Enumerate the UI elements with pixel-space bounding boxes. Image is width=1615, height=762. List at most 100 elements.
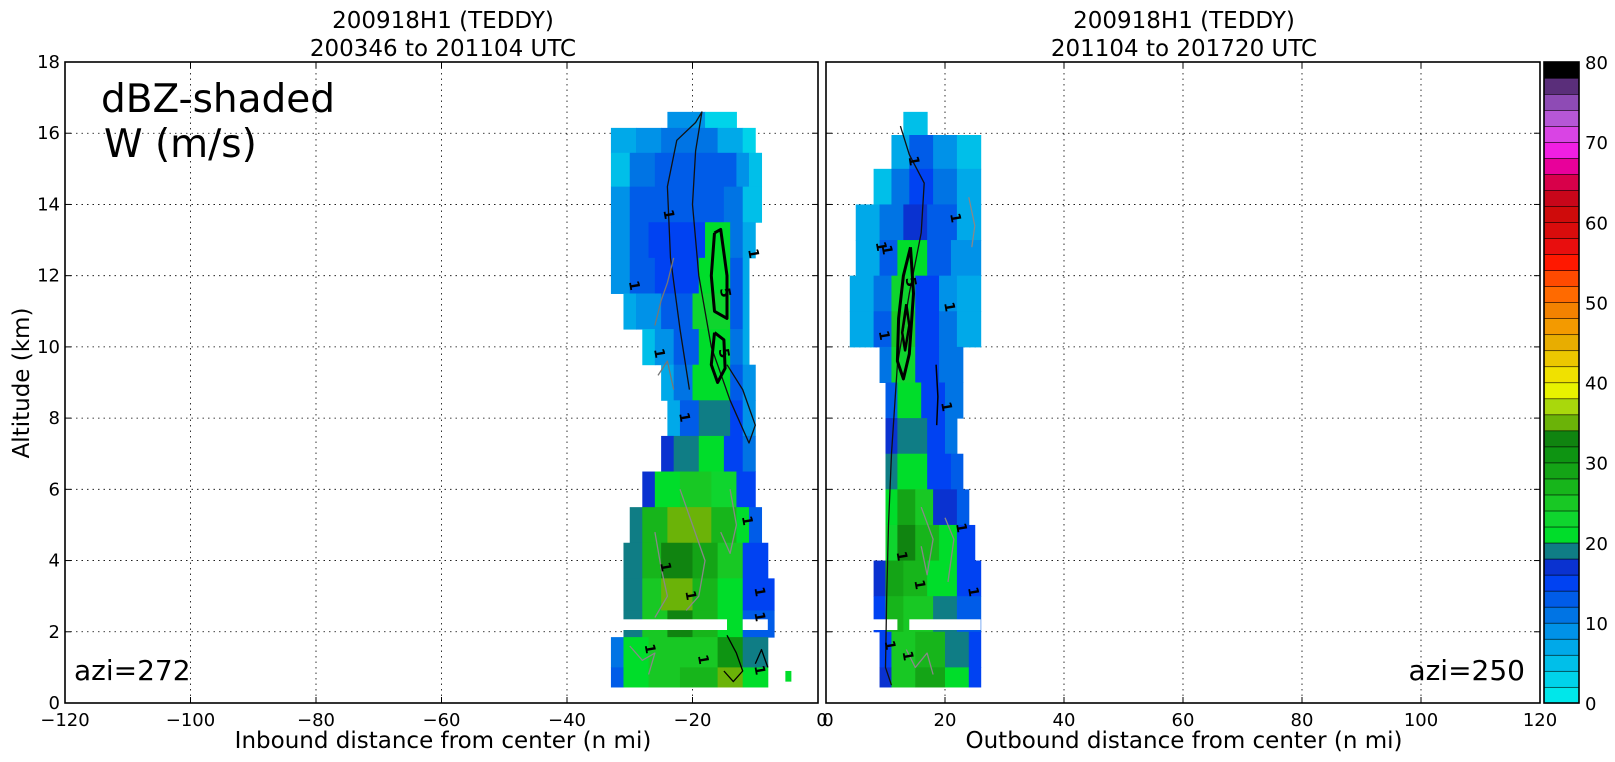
reflectivity-cell bbox=[927, 240, 952, 277]
reflectivity-cell bbox=[730, 329, 744, 366]
reflectivity-cell bbox=[849, 311, 875, 348]
reflectivity-cell bbox=[873, 275, 892, 312]
w-contour bbox=[654, 531, 669, 618]
reflectivity-cell bbox=[915, 524, 940, 562]
x-tick-label: −20 bbox=[674, 710, 712, 731]
reflectivity-cell bbox=[897, 418, 928, 455]
reflectivity-cell bbox=[642, 507, 668, 544]
colorbar-swatch bbox=[1543, 125, 1580, 143]
x-tick-label: 40 bbox=[1053, 710, 1076, 731]
reflectivity-cell bbox=[945, 667, 970, 688]
reflectivity-cell bbox=[885, 560, 904, 597]
reflectivity-cell bbox=[873, 311, 892, 348]
colorbar-swatch bbox=[1543, 494, 1580, 512]
reflectivity-cell bbox=[717, 542, 744, 579]
w-contour bbox=[920, 506, 934, 576]
colorbar-swatch bbox=[1543, 286, 1580, 303]
w-contour-label: 1 bbox=[946, 212, 963, 224]
reflectivity-cell bbox=[915, 667, 946, 688]
reflectivity-cell bbox=[891, 631, 916, 668]
reflectivity-cell bbox=[692, 293, 731, 330]
reflectivity-cell bbox=[679, 471, 712, 508]
left-annotation-sub: W (m/s) bbox=[104, 122, 257, 167]
reflectivity-cell bbox=[654, 471, 681, 508]
reflectivity-cell bbox=[629, 152, 656, 188]
w-contour-label: 1 bbox=[937, 401, 954, 413]
right-azimuth-label: azi=250 bbox=[1408, 654, 1525, 687]
w-contour-label: 1 bbox=[881, 639, 898, 651]
reflectivity-cell bbox=[654, 257, 700, 294]
colorbar-swatch bbox=[1543, 61, 1580, 79]
colorbar-tick-label: 80 bbox=[1585, 53, 1608, 74]
reflectivity-cell bbox=[855, 204, 881, 241]
left-y-ticks: 0 2 4 6 8 10 12 14 16 18 bbox=[37, 52, 60, 714]
reflectivity-cell bbox=[673, 435, 700, 473]
left-x-axis-label: Inbound distance from center (n mi) bbox=[235, 728, 652, 754]
reflectivity-cell bbox=[933, 135, 958, 170]
x-tick-label: 120 bbox=[1523, 710, 1557, 731]
reflectivity-cell bbox=[636, 293, 662, 330]
reflectivity-cell bbox=[610, 186, 631, 223]
reflectivity-cell bbox=[927, 204, 958, 241]
reflectivity-cell bbox=[742, 127, 756, 154]
colorbar-swatch bbox=[1543, 141, 1580, 159]
colorbar: 0 10 20 30 40 50 60 70 80 bbox=[1543, 53, 1608, 715]
reflectivity-cell bbox=[939, 311, 958, 348]
reflectivity-cell bbox=[623, 667, 650, 688]
colorbar-swatch bbox=[1543, 189, 1580, 207]
left-subtitle: 200346 to 201104 UTC bbox=[310, 36, 576, 62]
colorbar-tick-label: 70 bbox=[1585, 133, 1608, 154]
reflectivity-cell bbox=[915, 311, 940, 348]
data-gap bbox=[617, 619, 728, 630]
y-tick-label: 2 bbox=[49, 622, 60, 643]
w-contour-label: 1 bbox=[744, 247, 761, 259]
w-contour bbox=[666, 111, 756, 444]
reflectivity-cell bbox=[673, 329, 700, 366]
reflectivity-cell bbox=[903, 204, 928, 241]
w-contour-label: 1 bbox=[656, 561, 673, 573]
x-tick-label: 0 bbox=[816, 710, 827, 731]
reflectivity-cell bbox=[610, 637, 624, 668]
x-tick-label: −40 bbox=[548, 710, 586, 731]
colorbar-swatch bbox=[1543, 654, 1580, 672]
y-tick-label: 18 bbox=[37, 52, 60, 73]
w-contour-label: 1 bbox=[750, 611, 767, 623]
reflectivity-cell bbox=[915, 275, 940, 312]
left-title: 200918H1 (TEDDY) bbox=[332, 8, 554, 34]
colorbar-swatch bbox=[1543, 237, 1580, 255]
reflectivity-cell bbox=[956, 275, 982, 312]
reflectivity-cell bbox=[742, 329, 750, 366]
reflectivity-cell bbox=[897, 453, 928, 490]
reflectivity-cell bbox=[648, 667, 681, 688]
reflectivity-cell bbox=[742, 435, 756, 473]
w-contour-label: 1 bbox=[641, 643, 658, 655]
data-gap bbox=[909, 619, 981, 630]
w-contour bbox=[905, 649, 934, 675]
w-contour-label: 5 bbox=[715, 347, 732, 359]
reflectivity-cell bbox=[679, 667, 719, 688]
right-x-axis-label: Outbound distance from center (n mi) bbox=[966, 728, 1403, 754]
colorbar-swatch bbox=[1543, 221, 1580, 239]
reflectivity-cell bbox=[730, 222, 744, 259]
reflectivity-cell bbox=[736, 152, 750, 188]
reflectivity-cell bbox=[610, 257, 631, 294]
colorbar-swatch bbox=[1543, 334, 1580, 352]
colorbar-swatch bbox=[1543, 109, 1580, 127]
w-contour-label: 5 bbox=[902, 276, 919, 288]
reflectivity-cell bbox=[915, 489, 934, 526]
colorbar-swatch bbox=[1543, 173, 1580, 191]
reflectivity-cell bbox=[654, 329, 675, 366]
y-tick-label: 8 bbox=[49, 408, 60, 429]
reflectivity-cell bbox=[927, 560, 958, 597]
reflectivity-cell bbox=[909, 168, 934, 205]
reflectivity-cell bbox=[742, 257, 750, 294]
reflectivity-cell bbox=[879, 346, 892, 383]
reflectivity-cell bbox=[629, 222, 650, 259]
colorbar-swatch bbox=[1543, 670, 1580, 688]
reflectivity-cell bbox=[723, 186, 744, 223]
w-contour bbox=[709, 227, 729, 320]
reflectivity-cell bbox=[956, 489, 970, 526]
reflectivity-cell bbox=[723, 435, 744, 473]
colorbar-frame bbox=[1543, 61, 1580, 704]
reflectivity-cell bbox=[897, 382, 922, 419]
